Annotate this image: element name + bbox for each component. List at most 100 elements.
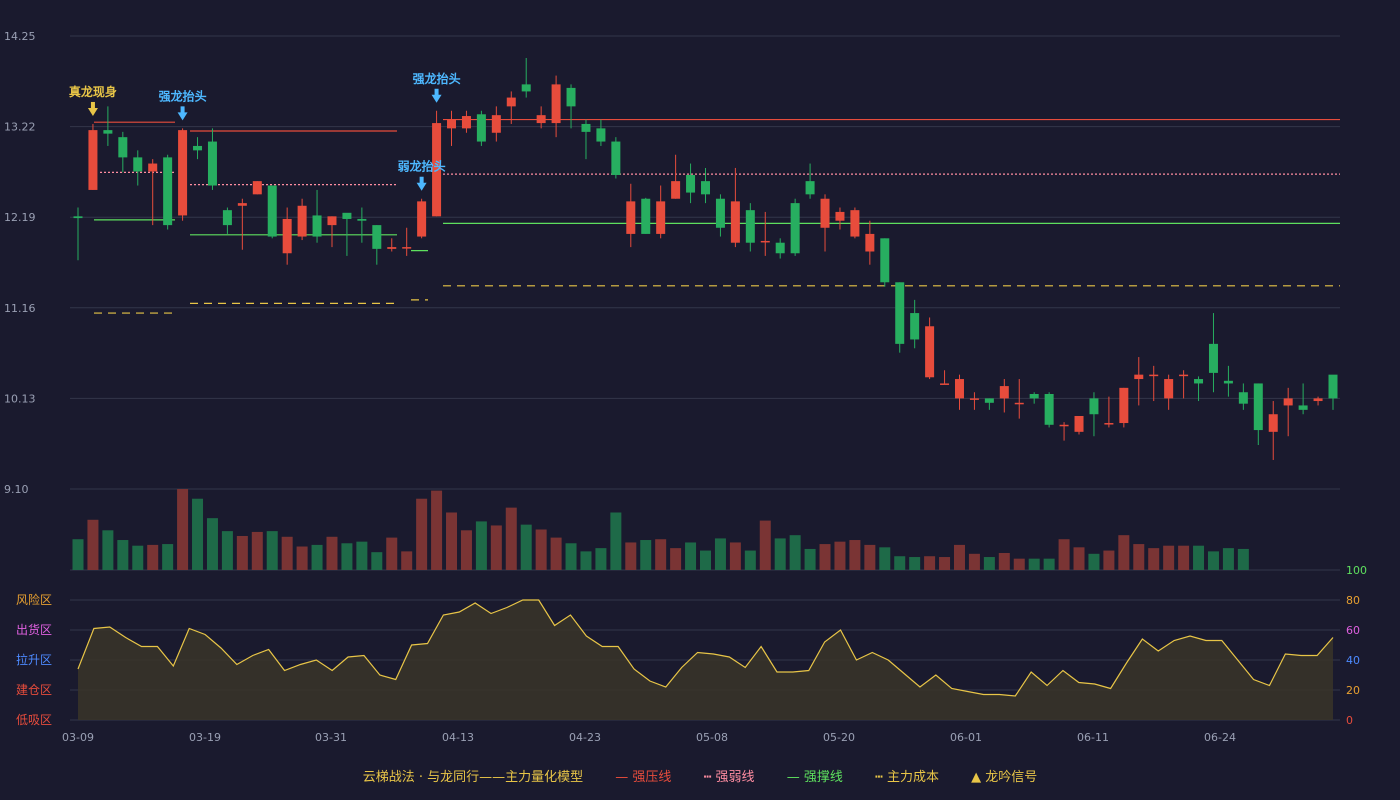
volume-bar	[1178, 545, 1190, 570]
volume-bar	[1028, 558, 1040, 570]
candle-body	[1074, 415, 1084, 432]
candle-body	[178, 130, 188, 216]
signal-label: 真龙现身	[69, 84, 117, 99]
volume-bar	[87, 519, 99, 570]
candle-body	[282, 218, 292, 254]
candle-body	[461, 116, 471, 129]
volume-bar	[1058, 539, 1070, 570]
volume-bar	[595, 548, 607, 570]
indicator-area	[78, 600, 1333, 720]
legend-item-dragon-signal: ▲ 龙吟信号	[971, 770, 1038, 785]
candle-body	[1149, 374, 1159, 377]
volume-bar	[924, 556, 936, 570]
volume-bar	[192, 498, 204, 570]
signal-label: 强龙抬头	[413, 71, 461, 86]
volume-bar	[625, 542, 637, 570]
signal-arrow	[177, 112, 188, 121]
volume-bar	[535, 529, 547, 570]
volume-bar	[789, 535, 801, 570]
volume-bar	[580, 551, 592, 570]
legend-item-strong-weak: ┅ 强弱线	[703, 770, 755, 785]
volume-bar	[610, 512, 622, 570]
indicator-zone-label: 低吸区	[16, 713, 52, 727]
candle-body	[775, 242, 785, 254]
volume-bar	[939, 557, 951, 570]
indicator-zone-label: 拉升区	[16, 652, 52, 667]
signal-arrow	[416, 182, 427, 191]
volume-bar	[132, 545, 144, 570]
volume-bar	[774, 538, 786, 570]
candle-body	[163, 157, 173, 226]
candle-body	[1253, 383, 1263, 431]
y-tick-label: 12.19	[4, 211, 36, 224]
indicator-zone-label: 出货区	[16, 622, 52, 637]
y-tick-label: 14.25	[4, 30, 36, 43]
volume-bar	[909, 557, 921, 570]
candle-body	[327, 216, 337, 226]
candle-body	[1059, 424, 1069, 427]
volume-bar	[1043, 558, 1055, 570]
volume-bar	[1013, 558, 1025, 570]
candle-body	[357, 218, 367, 221]
volume-bar	[670, 548, 682, 570]
candle-body	[581, 123, 591, 132]
volume-bar	[460, 530, 472, 570]
candle-body	[447, 119, 457, 129]
x-tick-label: 06-01	[950, 731, 982, 744]
volume-bar	[356, 541, 368, 570]
x-tick-label: 03-31	[315, 731, 347, 744]
volume-bar	[550, 537, 562, 570]
volume-bar	[221, 531, 233, 570]
legend-item-strong-pressure: — 强压线	[615, 770, 672, 785]
candle-body	[521, 84, 531, 92]
volume-bar	[744, 550, 756, 570]
candle-body	[148, 163, 158, 172]
candle-body	[940, 383, 950, 385]
candle-body	[133, 157, 143, 172]
volume-bar	[490, 525, 502, 570]
volume-bar	[475, 521, 487, 570]
candle-body	[566, 87, 576, 107]
candle-body	[1164, 379, 1174, 399]
volume-bar	[565, 543, 577, 570]
candle-body	[865, 233, 875, 252]
candle-body	[1223, 380, 1233, 384]
volume-bar	[1163, 545, 1175, 570]
volume-bar	[983, 557, 995, 570]
candle-body	[760, 240, 770, 243]
candle-body	[1044, 394, 1054, 425]
candle-body	[820, 198, 830, 228]
volume-bar	[1222, 548, 1234, 570]
volume-bar	[1088, 553, 1100, 570]
indicator-tick-label: 60	[1346, 624, 1360, 637]
volume-bar	[281, 536, 293, 570]
candle-body	[312, 215, 322, 237]
candle-body	[551, 84, 561, 124]
volume-bar	[714, 538, 726, 570]
volume-bar	[729, 542, 741, 570]
volume-bars	[72, 489, 1249, 570]
y-tick-label: 9.10	[4, 483, 29, 496]
candle-body	[73, 216, 83, 219]
signal-arrow-stem	[419, 176, 424, 184]
candle-body	[925, 326, 935, 378]
candle-body	[118, 137, 128, 158]
volume-bar	[655, 539, 667, 570]
candle-body	[237, 203, 247, 206]
candle-body	[1119, 387, 1129, 424]
candle-body	[790, 203, 800, 254]
candle-body	[342, 212, 352, 219]
grid-lines	[70, 35, 1340, 721]
candle-body	[1298, 405, 1308, 410]
volume-bar	[177, 489, 189, 570]
volume-bar	[1207, 551, 1219, 570]
volume-bar	[1103, 550, 1115, 570]
candle-body	[432, 123, 442, 217]
candle-body	[954, 379, 964, 399]
x-tick-label: 04-13	[442, 731, 474, 744]
candle-body	[895, 282, 905, 344]
candle-body	[207, 141, 217, 186]
candle-body	[417, 201, 427, 237]
candle-body	[1283, 398, 1293, 406]
candle-body	[372, 225, 382, 249]
